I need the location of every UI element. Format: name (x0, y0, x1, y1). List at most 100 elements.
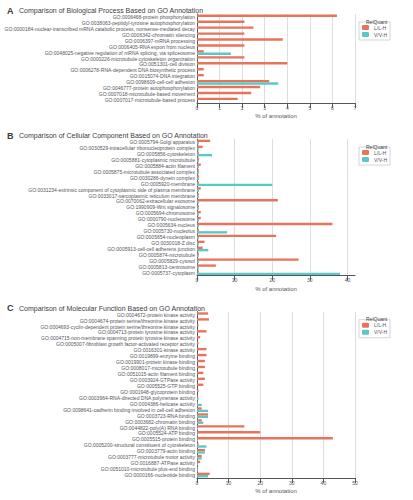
svg-text:GO:0051301-cell division: GO:0051301-cell division (139, 61, 195, 68)
svg-text:GO:0005654-nucleoplasm: GO:0005654-nucleoplasm (136, 234, 195, 241)
svg-text:GO:0048025-negative regulation: GO:0048025-negative regulation of mRNA s… (44, 49, 195, 56)
svg-text:A: A (7, 6, 14, 16)
svg-text:GO:0004386-helicase activity: GO:0004386-helicase activity (129, 400, 195, 407)
svg-text:7: 7 (354, 105, 357, 111)
svg-text:Comparison of Biological Proce: Comparison of Biological Process Based o… (19, 7, 203, 15)
svg-text:GO:0005007-fibroblast growth f: GO:0005007-fibroblast growth factor-acti… (56, 341, 195, 348)
svg-text:GO:0019901-protein kinase bind: GO:0019901-protein kinase binding (116, 359, 195, 366)
svg-text:GO:0070062-extracellular exoso: GO:0070062-extracellular exosome (116, 198, 195, 205)
svg-text:Comparison of Cellular Compone: Comparison of Cellular Component Based o… (19, 132, 208, 140)
svg-text:GO:0000226-microtubule cytoske: GO:0000226-microtubule cytoskeleton orga… (81, 55, 195, 62)
svg-text:RelQuant: RelQuant (366, 19, 388, 25)
svg-text:V/V-H: V/V-H (374, 157, 387, 163)
svg-text:L/L-H: L/L-H (374, 150, 387, 156)
svg-text:50: 50 (352, 480, 358, 486)
svg-text:% of annotation: % of annotation (255, 113, 297, 119)
svg-text:6: 6 (331, 105, 334, 111)
svg-text:1: 1 (218, 105, 221, 111)
svg-text:GO:0019899-enzyme binding: GO:0019899-enzyme binding (129, 353, 195, 360)
svg-text:5: 5 (308, 105, 311, 111)
svg-text:4: 4 (286, 105, 289, 111)
svg-text:40: 40 (321, 480, 327, 486)
svg-text:GO:0000184-nuclear-transcribed: GO:0000184-nuclear-transcribed mRNA cata… (4, 25, 195, 32)
svg-text:GO:0005730-nucleolus: GO:0005730-nucleolus (143, 228, 195, 235)
svg-text:GO:0004672-protein kinase acti: GO:0004672-protein kinase activity (116, 311, 195, 318)
svg-text:GO:0005524-ATP binding: GO:0005524-ATP binding (137, 430, 195, 437)
svg-text:GO:0015074-DNA integration: GO:0015074-DNA integration (129, 73, 195, 80)
svg-text:GO:0016887-ATPase activity: GO:0016887-ATPase activity (130, 460, 195, 467)
svg-text:L/L-H: L/L-H (374, 322, 387, 328)
svg-text:GO:0003682-chromatin binding: GO:0003682-chromatin binding (125, 418, 195, 425)
svg-text:GO:0031234-extrinsic component: GO:0031234-extrinsic component of cytopl… (28, 186, 195, 193)
svg-text:Comparison of Molecular Functi: Comparison of Molecular Function Based o… (19, 305, 205, 313)
svg-text:GO:0038063-peptidyl-tyrosine a: GO:0038063-peptidyl-tyrosine autophospho… (81, 19, 195, 26)
svg-text:GO:0005875-microtubule associa: GO:0005875-microtubule associated comple… (93, 168, 195, 175)
svg-text:L/L-H: L/L-H (374, 25, 387, 31)
svg-text:GO:0003777-microtubule motor a: GO:0003777-microtubule motor activity (108, 454, 195, 461)
svg-text:20: 20 (269, 277, 275, 283)
svg-text:GO:0000166-nucleotide binding: GO:0000166-nucleotide binding (124, 472, 195, 478)
svg-text:GO:0051015-actin filament bind: GO:0051015-actin filament binding (117, 371, 195, 378)
svg-text:GO:0000790-nucleosome: GO:0000790-nucleosome (137, 216, 195, 223)
svg-text:GO:0007017-microtubule-based p: GO:0007017-microtubule-based process (105, 97, 196, 103)
svg-text:V/V-H: V/V-H (374, 32, 387, 38)
svg-text:GO:0004713-protein tyrosine ki: GO:0004713-protein tyrosine kinase activ… (98, 329, 195, 336)
svg-text:GO:0004693-cyclin-dependent pr: GO:0004693-cyclin-dependent protein seri… (40, 323, 195, 330)
svg-text:GO:0033017-sarcoplasmic reticu: GO:0033017-sarcoplasmic reticulum membra… (88, 192, 195, 199)
svg-text:GO:0005515-protein binding: GO:0005515-protein binding (131, 436, 195, 443)
svg-text:GO:0005525-GTP binding: GO:0005525-GTP binding (137, 382, 195, 389)
svg-text:B: B (7, 131, 14, 141)
svg-text:GO:0006405-RNA export from nuc: GO:0006405-RNA export from nucleus (109, 43, 195, 50)
svg-text:GO:0008017-microtubule binding: GO:0008017-microtubule binding (121, 365, 195, 372)
svg-text:RelQuant: RelQuant (366, 144, 388, 150)
svg-text:GO:0005694-chromosome: GO:0005694-chromosome (135, 210, 195, 217)
svg-text:% of annotation: % of annotation (255, 286, 297, 292)
svg-text:30: 30 (289, 480, 295, 486)
svg-text:GO:0003964-RNA-directed DNA po: GO:0003964-RNA-directed DNA polymerase a… (79, 394, 195, 401)
svg-text:GO:0016301-kinase activity: GO:0016301-kinase activity (133, 347, 195, 354)
svg-text:GO:0051010-microtubule plus-en: GO:0051010-microtubule plus-end binding (100, 466, 195, 473)
svg-text:GO:0006397-mRNA processing: GO:0006397-mRNA processing (124, 37, 195, 44)
svg-text:0: 0 (196, 480, 199, 486)
svg-text:GO:0006468-protein phosphoryla: GO:0006468-protein phosphorylation (112, 14, 195, 20)
svg-text:C: C (7, 303, 14, 313)
svg-text:GO:0003779-actin binding: GO:0003779-actin binding (136, 448, 195, 455)
svg-text:0: 0 (196, 105, 199, 111)
svg-text:GO:0005884-actin filament: GO:0005884-actin filament (135, 162, 195, 169)
svg-text:GO:0005829-cytosol: GO:0005829-cytosol (149, 257, 195, 264)
svg-text:GO:0030286-dynein complex: GO:0030286-dynein complex (130, 174, 195, 181)
svg-text:GO:0044822-poly(A) RNA binding: GO:0044822-poly(A) RNA binding (119, 424, 195, 431)
svg-text:40: 40 (345, 277, 351, 283)
svg-text:GO:0030529-intracellular ribon: GO:0030529-intracellular ribonucleoprote… (79, 145, 195, 151)
svg-text:10: 10 (226, 480, 232, 486)
svg-text:V/V-H: V/V-H (374, 329, 387, 335)
svg-text:10: 10 (232, 277, 238, 283)
svg-text:% of annotation: % of annotation (255, 488, 297, 494)
svg-text:GO:0005200-structural constitu: GO:0005200-structural constituent of cyt… (83, 442, 195, 449)
svg-text:GO:0005920-membrane: GO:0005920-membrane (140, 180, 195, 187)
svg-text:GO:0005856-cytoskeleton: GO:0005856-cytoskeleton (136, 150, 195, 157)
svg-text:GO:0098641-cadherin binding in: GO:0098641-cadherin binding involved in … (63, 406, 195, 413)
svg-text:GO:0006342-chromatin silencing: GO:0006342-chromatin silencing (121, 31, 195, 38)
svg-text:GO:0004715-non-membrane spanni: GO:0004715-non-membrane spanning protein… (41, 335, 195, 342)
svg-text:GO:0098609-cell-cell adhesion: GO:0098609-cell-cell adhesion (126, 79, 195, 86)
svg-text:GO:0001948-glycoprotein bindin: GO:0001948-glycoprotein binding (120, 388, 195, 395)
svg-text:GO:0005813-centrosome: GO:0005813-centrosome (138, 263, 195, 270)
svg-text:GO:0003723-RNA binding: GO:0003723-RNA binding (136, 412, 195, 419)
svg-text:0: 0 (196, 277, 199, 283)
svg-text:GO:0005794-Golgi apparatus: GO:0005794-Golgi apparatus (129, 139, 195, 146)
svg-text:30: 30 (307, 277, 313, 283)
svg-text:GO:0007018-microtubule-based m: GO:0007018-microtubule-based movement (98, 91, 195, 98)
svg-text:GO:0005634-nucleus: GO:0005634-nucleus (147, 222, 195, 229)
svg-text:GO:0005737-cytoplasm: GO:0005737-cytoplasm (142, 270, 195, 276)
svg-text:RelQuant: RelQuant (366, 316, 388, 322)
svg-text:GO:0006278-RNA-dependent DNA b: GO:0006278-RNA-dependent DNA biosyntheti… (70, 67, 195, 74)
svg-text:GO:1990909-Wnt signalosome: GO:1990909-Wnt signalosome (126, 204, 195, 211)
svg-text:GO:0046777-protein autophospho: GO:0046777-protein autophosphorylation (103, 85, 195, 92)
svg-text:20: 20 (257, 480, 263, 486)
svg-text:GO:0005874-microtubule: GO:0005874-microtubule (138, 251, 195, 258)
svg-text:3: 3 (263, 105, 266, 111)
svg-text:GO:0005881-cytoplasmic microtu: GO:0005881-cytoplasmic microtubule (111, 156, 195, 163)
svg-text:GO:0004674-protein serine/thre: GO:0004674-protein serine/threonine kina… (79, 317, 195, 324)
svg-text:2: 2 (241, 105, 244, 111)
